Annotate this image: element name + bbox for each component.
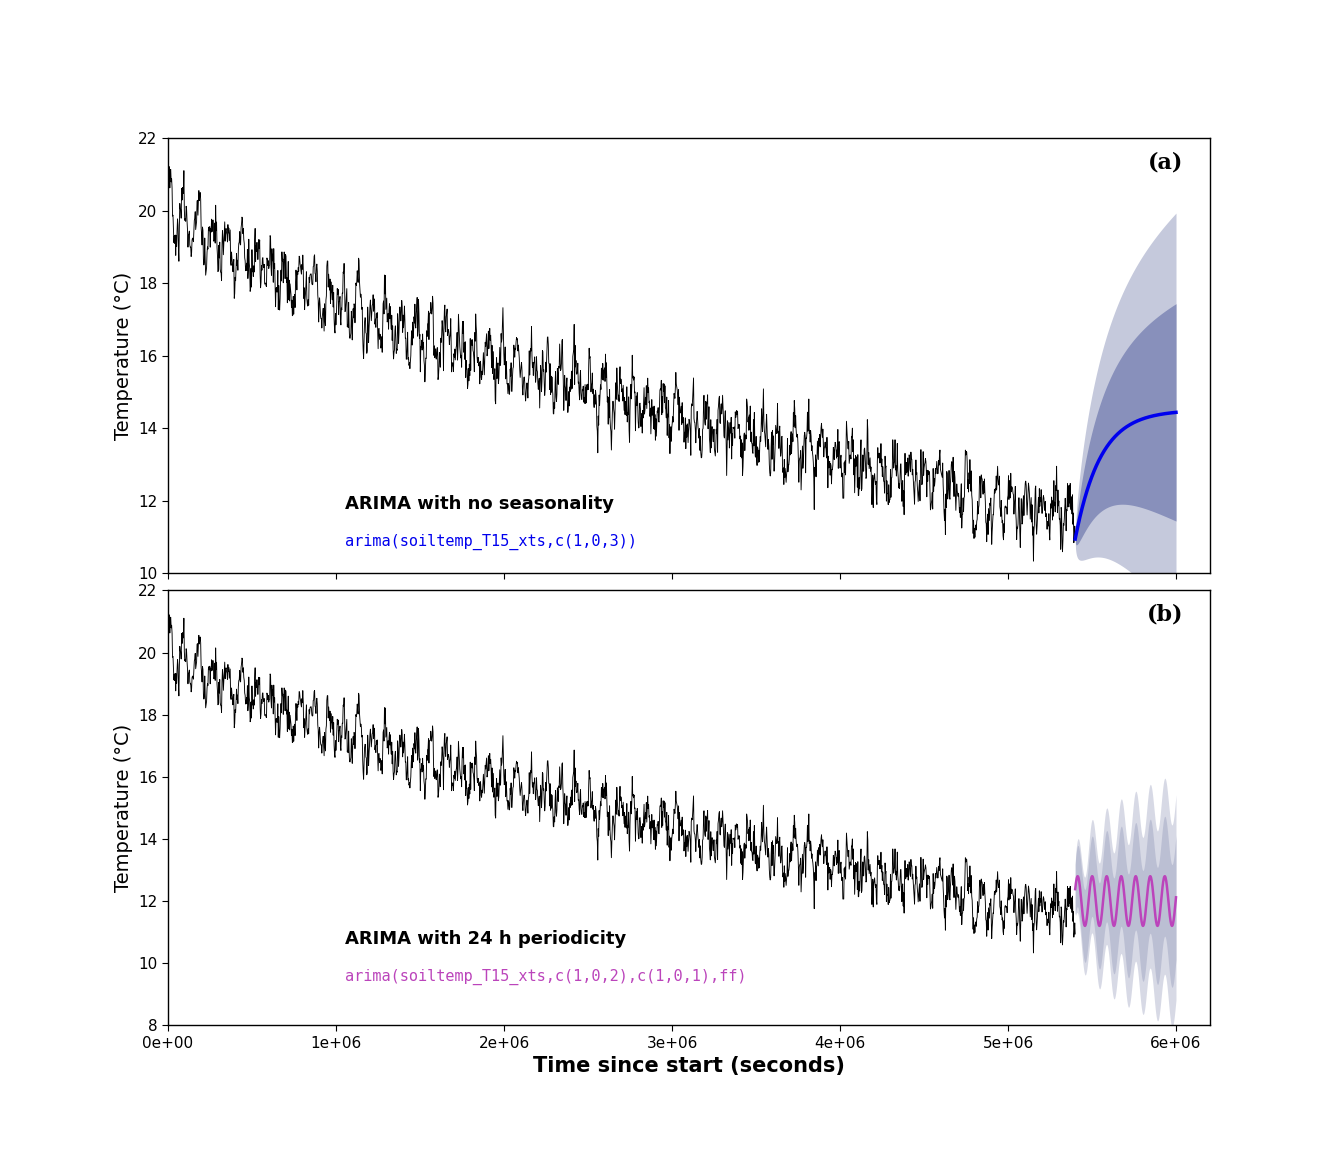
- Text: ARIMA with no seasonality: ARIMA with no seasonality: [345, 495, 614, 513]
- Text: arima(soiltemp_T15_xts,c(1,0,2),c(1,0,1),ff): arima(soiltemp_T15_xts,c(1,0,2),c(1,0,1)…: [345, 969, 746, 985]
- Text: arima(soiltemp_T15_xts,c(1,0,3)): arima(soiltemp_T15_xts,c(1,0,3)): [345, 533, 637, 551]
- Text: (a): (a): [1148, 151, 1184, 173]
- Y-axis label: Temperature (°C): Temperature (°C): [114, 723, 133, 892]
- Text: (b): (b): [1146, 604, 1184, 626]
- X-axis label: Time since start (seconds): Time since start (seconds): [532, 1056, 845, 1076]
- Text: ARIMA with 24 h periodicity: ARIMA with 24 h periodicity: [345, 930, 626, 948]
- Y-axis label: Temperature (°C): Temperature (°C): [114, 272, 133, 440]
